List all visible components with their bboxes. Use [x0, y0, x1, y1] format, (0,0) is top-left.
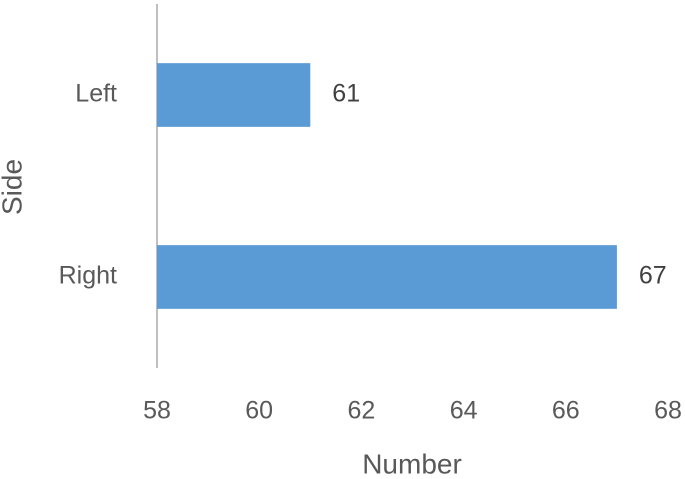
x-tick-label: 60 [245, 397, 273, 425]
bar [157, 245, 617, 309]
data-label: 61 [332, 80, 360, 108]
bar [157, 63, 311, 127]
x-tick-label: 62 [347, 397, 375, 425]
x-tick-label: 66 [552, 397, 580, 425]
x-tick-label: 58 [143, 397, 171, 425]
x-axis-title: Number [362, 448, 462, 479]
y-tick-label: Left [75, 80, 117, 108]
x-tick-label: 64 [450, 397, 478, 425]
data-label: 67 [639, 262, 667, 290]
y-tick-label: Right [59, 262, 117, 290]
x-tick-label: 68 [654, 397, 682, 425]
y-axis-title: Side [0, 159, 27, 215]
